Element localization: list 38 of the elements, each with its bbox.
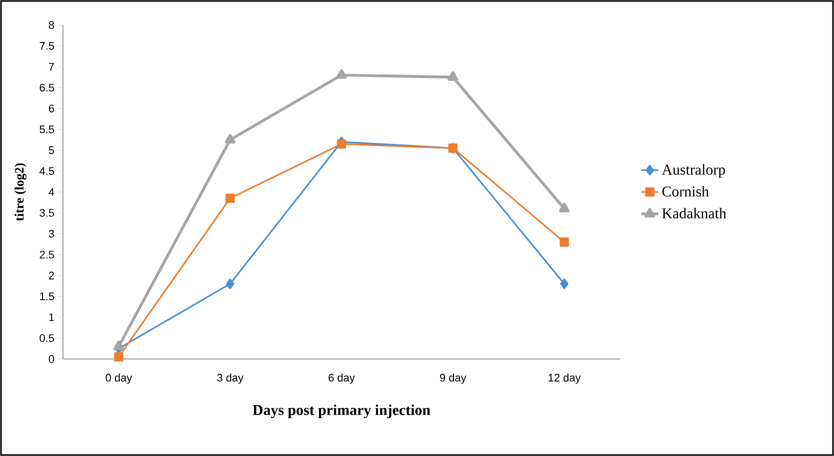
legend-label: Cornish (662, 186, 709, 197)
y-tick-label: 5.5 (40, 126, 54, 134)
point (114, 352, 124, 362)
y-tick-label: 1.5 (40, 292, 54, 300)
y-tick-label: 0 (48, 355, 54, 363)
point (448, 71, 458, 81)
y-tick-label: 4 (48, 188, 54, 196)
x-tick-label: 9 day (440, 374, 466, 384)
y-tick-label: 7.5 (40, 42, 54, 50)
y-tick-label: 3 (48, 230, 54, 238)
x-tick-label: 6 day (328, 374, 355, 384)
point (336, 69, 347, 79)
point (226, 194, 235, 203)
x-axis-title: Days post primary injection (252, 404, 430, 418)
point (113, 340, 124, 350)
point (560, 278, 568, 290)
point (336, 139, 346, 149)
x-tick-label: 12 day (548, 374, 581, 384)
legend-label: Australorp (662, 164, 726, 178)
y-tick-label: 4.5 (40, 167, 54, 175)
legend-label: Kadaknath (662, 208, 726, 218)
point (224, 134, 236, 144)
point (560, 237, 569, 247)
x-tick-label: 3 day (217, 374, 244, 384)
point (226, 278, 234, 290)
y-tick-label: 2.5 (40, 250, 54, 258)
y-tick-label: 7 (48, 62, 54, 71)
y-axis-title: titre (log2) (14, 163, 26, 221)
y-tick-label: 0.5 (40, 334, 54, 342)
point (559, 202, 570, 212)
y-tick-label: 6 (48, 104, 54, 112)
x-tick-label: 0 day (106, 374, 132, 384)
y-tick-label: 2 (48, 272, 54, 280)
y-tick-label: 8 (48, 21, 54, 29)
y-tick-label: 5 (48, 146, 54, 154)
y-tick-label: 3.5 (40, 209, 54, 217)
y-tick-label: 6.5 (40, 84, 54, 92)
y-tick-label: 1 (49, 313, 54, 322)
